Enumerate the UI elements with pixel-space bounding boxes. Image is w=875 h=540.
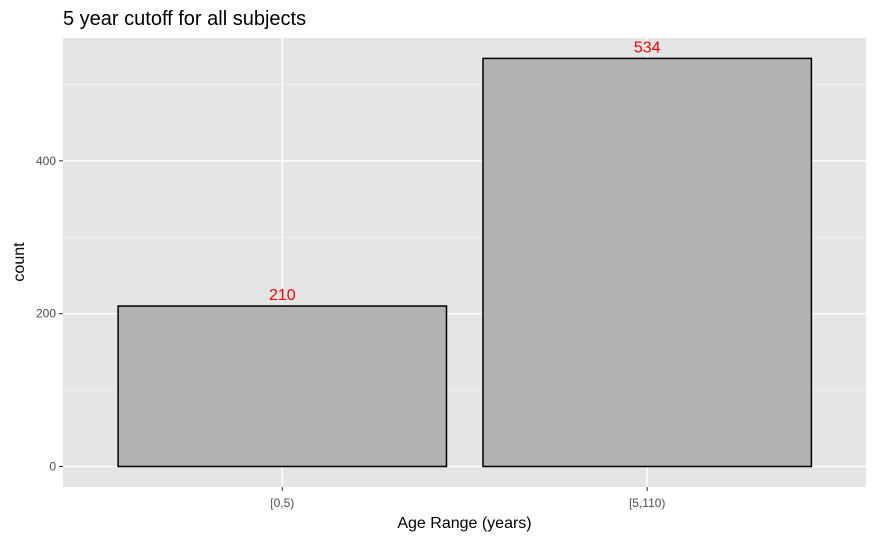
bars-group xyxy=(117,57,813,468)
x-tick-label: [5,110) xyxy=(629,496,665,510)
y-tick-label: 200 xyxy=(36,307,56,321)
x-axis: [0,5) [5,110) xyxy=(270,487,665,510)
y-axis-title: count xyxy=(11,242,28,282)
chart-title: 5 year cutoff for all subjects xyxy=(63,8,306,30)
data-label: 210 xyxy=(269,287,296,304)
bar xyxy=(482,57,813,468)
x-axis-title: Age Range (years) xyxy=(397,515,531,532)
data-label: 534 xyxy=(634,39,661,56)
y-tick-label: 400 xyxy=(36,154,56,168)
y-axis: 0 200 400 xyxy=(36,154,63,474)
data-labels-group: 210 534 xyxy=(269,39,661,304)
x-tick-label: [0,5) xyxy=(270,496,294,510)
y-tick-label: 0 xyxy=(49,460,56,474)
bar xyxy=(117,305,448,468)
